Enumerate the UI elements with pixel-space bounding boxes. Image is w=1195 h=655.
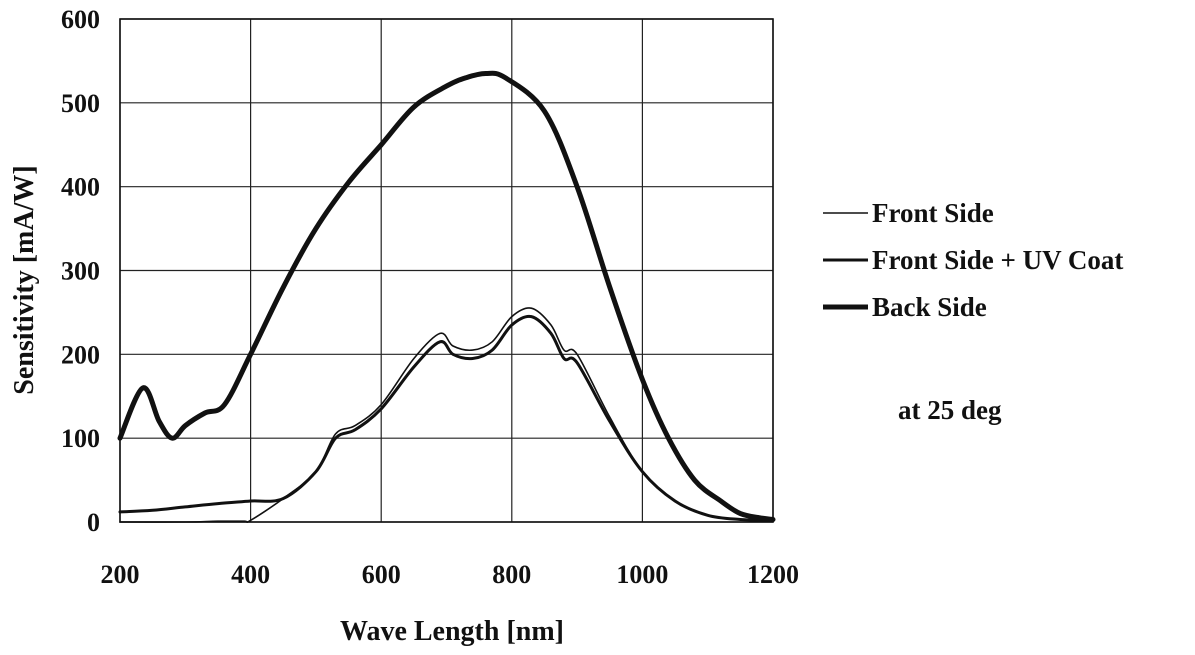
y-tick-label: 200 — [61, 340, 100, 369]
series-layer — [117, 70, 776, 524]
x-tick-label: 600 — [362, 560, 401, 589]
legend-label: Back Side — [872, 292, 987, 322]
plot-frame — [119, 18, 774, 523]
y-tick-label: 100 — [61, 424, 100, 453]
y-tick-label: 600 — [61, 5, 100, 34]
y-tick-label: 0 — [87, 508, 100, 537]
y-tick-label: 400 — [61, 173, 100, 202]
axes: 200 400 600 800 1000 1200 0 100 200 300 400 500 600 — [61, 5, 799, 589]
y-tick-label: 500 — [61, 89, 100, 118]
x-tick-label: 200 — [101, 560, 140, 589]
x-tick-label: 400 — [231, 560, 270, 589]
series-line-front-side-uv-coat — [118, 314, 775, 522]
legend-label: Front Side + UV Coat — [872, 245, 1123, 275]
legend: Front Side Front Side + UV Coat Back Side — [823, 198, 1123, 322]
x-tick-label: 1200 — [747, 560, 799, 589]
annotation-text: at 25 deg — [898, 395, 1002, 425]
legend-label: Front Side — [872, 198, 994, 228]
x-tick-label: 800 — [492, 560, 531, 589]
y-tick-label: 300 — [61, 257, 100, 286]
y-axis-title: Sensitivity [mA/W] — [9, 165, 40, 394]
x-axis-title: Wave Length [nm] — [340, 616, 564, 647]
series-line-back-side — [117, 70, 776, 522]
x-tick-label: 1000 — [616, 560, 668, 589]
series-line-front-side — [119, 307, 774, 524]
